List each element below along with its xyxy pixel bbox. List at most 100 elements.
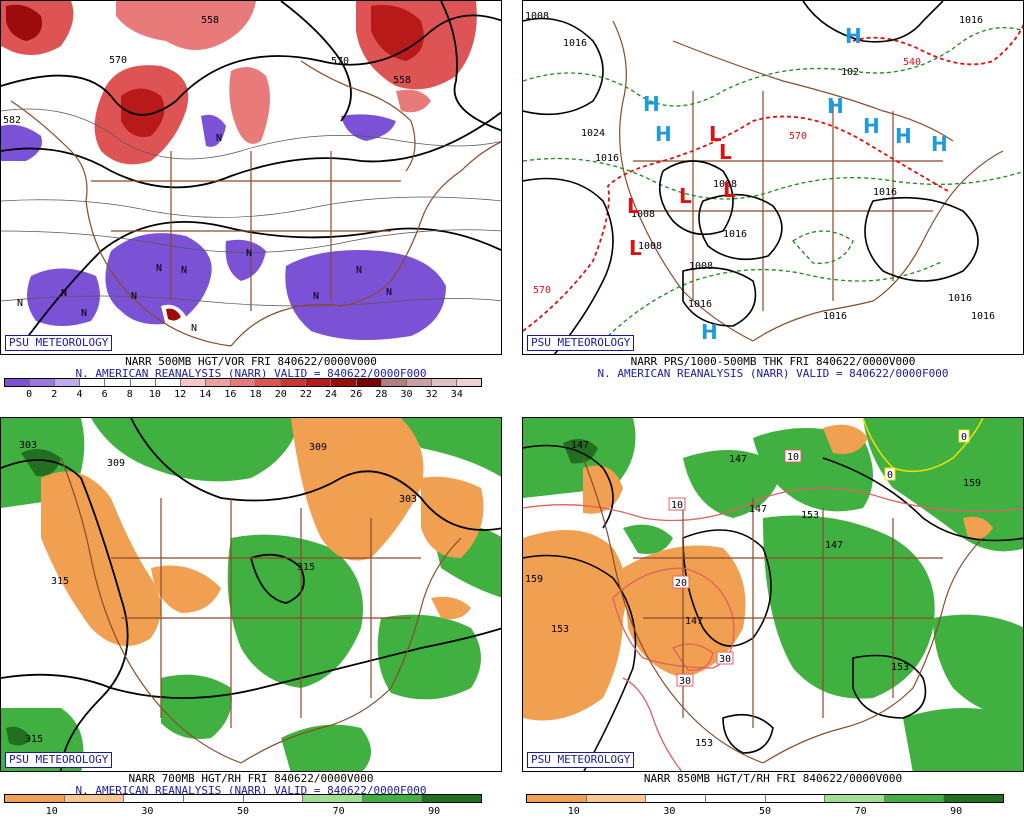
svg-text:540: 540 [903, 57, 921, 68]
svg-text:1016: 1016 [595, 153, 619, 164]
svg-text:L: L [719, 140, 732, 164]
colorbar-tick-label: 20 [274, 389, 287, 400]
svg-text:H: H [827, 94, 844, 118]
colorbar-segment [406, 379, 432, 386]
map-pressure: 1008 1016 1024 1016 1016 1008 1008 1008 … [522, 0, 1024, 355]
height-contours [1, 1, 501, 347]
colorbar-segment [431, 379, 457, 386]
colorbar-segment [944, 795, 1003, 802]
svg-text:N: N [386, 287, 392, 298]
psu-meteorology-badge: PSU METEOROLOGY [5, 752, 113, 768]
vorticity-colorbar-labels: 0 2 4 6 8 10 12 14 16 18 20 22 24 26 28 30 32 34 [4, 389, 482, 401]
colorbar-segment [5, 379, 31, 386]
svg-text:L: L [627, 194, 640, 218]
caption-title: NARR PRS/1000-500MB THK FRI 840622/0000V… [630, 355, 916, 368]
rh-moist-areas [523, 418, 1023, 771]
temperature-labels: 10 10 20 30 30 0 0 [668, 429, 970, 687]
colorbar-tick-label: 10 [45, 806, 58, 817]
svg-text:147: 147 [729, 454, 747, 465]
colorbar-tick-label: 6 [101, 389, 108, 400]
panel-700mb-rh: 303 309 309 303 315 315 315 PSU METEOROL… [0, 417, 502, 819]
colorbar-tick-label: 2 [51, 389, 58, 400]
map-pressure-svg: 1008 1016 1024 1016 1016 1008 1008 1008 … [523, 1, 1023, 354]
colorbar-segment [124, 795, 184, 802]
panel-pressure-thickness: 1008 1016 1024 1016 1016 1008 1008 1008 … [522, 0, 1024, 402]
contour-label: 570 [331, 56, 349, 67]
colorbar-segment [422, 795, 481, 802]
map-700mb-svg: 303 309 309 303 315 315 315 [1, 418, 501, 771]
colorbar-tick-label: 10 [567, 806, 580, 817]
svg-text:147: 147 [825, 540, 843, 551]
panel-500mb-vorticity: 558 570 558 582 570 N N N N N N N N N N … [0, 0, 502, 402]
svg-text:30: 30 [679, 676, 691, 687]
svg-text:1016: 1016 [723, 229, 747, 240]
colorbar-tick-label: 70 [332, 806, 345, 817]
map-500mb: 558 570 558 582 570 N N N N N N N N N N … [0, 0, 502, 355]
colorbar-tick-label: 10 [148, 389, 161, 400]
svg-text:1008: 1008 [638, 241, 662, 252]
colorbar-tick-label: 12 [174, 389, 187, 400]
svg-text:153: 153 [695, 738, 713, 749]
rh-colorbar-labels: 10 30 50 70 90 [4, 806, 482, 818]
map-500mb-svg: 558 570 558 582 570 N N N N N N N N N N … [1, 1, 501, 347]
svg-text:153: 153 [551, 624, 569, 635]
thickness-labels: 540 570 570 [533, 57, 921, 296]
thin-contours [1, 108, 501, 307]
colorbar-segment [456, 379, 482, 386]
svg-text:315: 315 [297, 562, 315, 573]
colorbar-tick-label: 50 [236, 806, 250, 817]
svg-text:315: 315 [25, 734, 43, 745]
colorbar-segment [281, 379, 307, 386]
colorbar-segment [256, 379, 282, 386]
svg-text:1008: 1008 [689, 261, 713, 272]
svg-text:1016: 1016 [823, 311, 847, 322]
svg-text:1016: 1016 [688, 299, 712, 310]
map-850mb: 147 147 147 153 159 159 153 147 153 147 … [522, 417, 1024, 772]
svg-text:N: N [191, 323, 197, 334]
colorbar-segment [765, 795, 826, 802]
low-pressure-marks: L L L L L L [627, 122, 736, 260]
colorbar-segment [64, 795, 125, 802]
svg-text:H: H [895, 124, 912, 148]
colorbar-segment [303, 795, 363, 802]
svg-text:303: 303 [19, 440, 37, 451]
svg-text:L: L [723, 178, 736, 202]
svg-text:H: H [701, 320, 718, 344]
contour-label: 582 [3, 115, 21, 126]
colorbar-segment [825, 795, 885, 802]
colorbar-segment [306, 379, 332, 386]
colorbar-segment [205, 379, 231, 386]
caption-title: NARR 500MB HGT/VOR FRI 840622/0000V000 [125, 355, 377, 368]
temperature-contours [523, 487, 1023, 771]
colorbar-segment [5, 795, 65, 802]
temperature-zero-contour [862, 418, 984, 473]
colorbar-tick-label: 70 [854, 806, 867, 817]
contour-label: 570 [109, 55, 127, 66]
svg-text:N: N [156, 263, 162, 274]
coastlines [612, 20, 1004, 342]
colorbar-tick-label: 32 [425, 389, 438, 400]
colorbar-segment [586, 795, 647, 802]
rh-dry-areas [41, 418, 484, 646]
colorbar-segment [884, 795, 945, 802]
colorbar-tick-label: 50 [758, 806, 772, 817]
svg-text:L: L [709, 122, 722, 146]
colorbar-tick-label: 30 [400, 389, 413, 400]
svg-text:H: H [845, 24, 862, 48]
svg-text:H: H [863, 114, 880, 138]
vorticity-colorbar [4, 378, 482, 387]
colorbar-tick-label: 30 [141, 806, 154, 817]
svg-text:1016: 1016 [971, 311, 995, 322]
caption-valid: N. AMERICAN REANALYSIS (NARR) VALID = 84… [597, 367, 949, 380]
svg-text:H: H [655, 122, 672, 146]
map-850mb-svg: 147 147 147 153 159 159 153 147 153 147 … [523, 418, 1023, 771]
height-contours [1, 418, 501, 771]
rh-colorbar [526, 794, 1004, 803]
colorbar-tick-label: 28 [375, 389, 388, 400]
svg-text:10: 10 [787, 452, 799, 463]
svg-text:1016: 1016 [563, 38, 587, 49]
colorbar-tick-label: 18 [249, 389, 262, 400]
svg-text:1016: 1016 [948, 293, 972, 304]
svg-text:N: N [81, 308, 87, 319]
colorbar-tick-label: 34 [450, 389, 463, 400]
